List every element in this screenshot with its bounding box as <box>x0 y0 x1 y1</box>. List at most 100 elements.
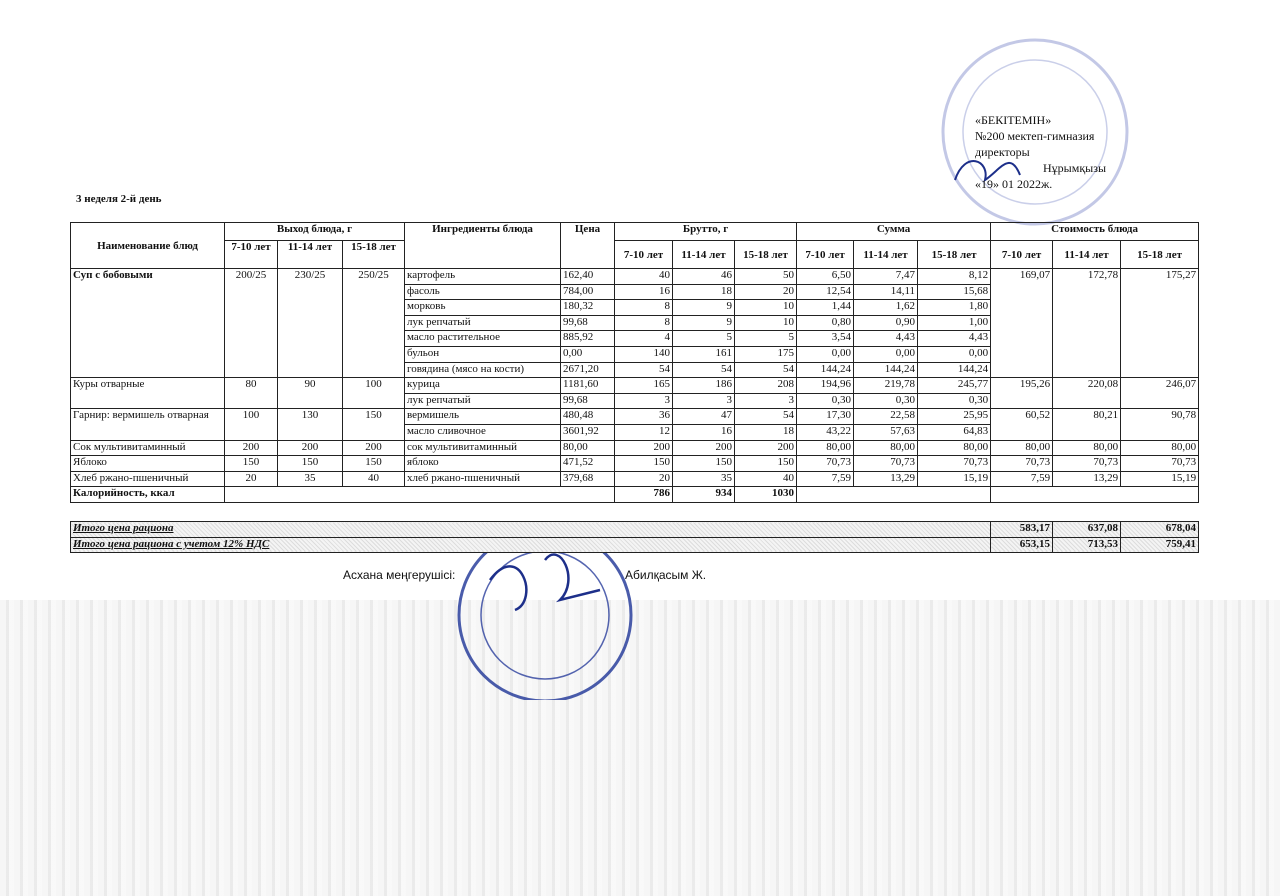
brutto: 186 <box>672 377 736 394</box>
sum: 144,24 <box>796 361 855 379</box>
ingredient-name: яблоко <box>404 455 562 472</box>
ingredient-price: 784,00 <box>560 283 616 301</box>
brutto: 140 <box>614 345 674 363</box>
dish-name: Хлеб ржано-пшеничный <box>70 470 225 488</box>
total-value: 583,17 <box>990 521 1053 538</box>
menu-table: Наименование блюд Выход блюда, г Ингредиен… <box>70 222 1200 503</box>
ingredient-price: 379,68 <box>560 470 616 488</box>
sum: 144,24 <box>917 361 992 379</box>
ingredient-price: 99,68 <box>560 314 616 332</box>
sum: 13,29 <box>853 470 919 488</box>
age-header: 7-10 лет <box>796 240 855 269</box>
dish-output: 200/25 <box>224 267 278 379</box>
sum: 219,78 <box>853 377 919 394</box>
age-header: 11-14 лет <box>672 240 736 269</box>
dish-output: 150 <box>341 455 406 472</box>
sum: 245,77 <box>917 377 992 394</box>
total-value: 713,53 <box>1052 536 1121 554</box>
total-value: 759,41 <box>1120 536 1199 554</box>
dish-output: 150 <box>341 408 406 441</box>
ingredient-price: 99,68 <box>560 392 616 410</box>
brutto: 9 <box>672 314 736 332</box>
brutto: 208 <box>734 377 798 394</box>
brutto: 16 <box>614 283 674 301</box>
sum: 22,58 <box>853 408 919 425</box>
total-value: 637,08 <box>1052 521 1121 538</box>
brutto: 3 <box>672 392 736 410</box>
ingredient-price: 80,00 <box>560 439 616 457</box>
stamp <box>962 59 1108 205</box>
approval-title: «БЕКІТЕМІН» <box>975 113 1052 127</box>
sum: 0,00 <box>853 345 919 363</box>
brutto: 150 <box>614 455 674 472</box>
ingredient-price: 0,00 <box>560 345 616 363</box>
total-label: Итого цена рациона <box>70 521 991 538</box>
dish-cost: 70,73 <box>1052 455 1122 472</box>
sum: 12,54 <box>796 283 855 301</box>
sum: 57,63 <box>853 423 919 441</box>
brutto: 46 <box>672 268 736 285</box>
ingredient-row: лук репчатый 99,68 3 3 3 0,30 0,30 0,30 <box>71 392 1199 410</box>
dish-output: 90 <box>277 377 343 410</box>
brutto: 54 <box>734 408 798 425</box>
ingredient-name: курица <box>404 377 562 394</box>
brutto: 16 <box>672 423 736 441</box>
dish-cost: 80,00 <box>990 439 1054 457</box>
ingredient-price: 1181,60 <box>560 377 616 394</box>
age-header: 11-14 лет <box>1052 240 1122 269</box>
total-row: Итого цена рациона с учетом 12% НДС 653,1… <box>70 536 1199 554</box>
ingredient-name: масло растительное <box>404 330 562 347</box>
brutto: 54 <box>614 361 674 379</box>
brutto: 50 <box>734 268 798 285</box>
ingredient-price: 480,48 <box>560 408 616 425</box>
sum: 0,80 <box>796 314 855 332</box>
brutto: 3 <box>734 392 798 410</box>
brutto: 5 <box>672 330 736 347</box>
sum: 15,68 <box>917 283 992 301</box>
sum: 144,24 <box>853 361 919 379</box>
brutto: 10 <box>734 314 798 332</box>
sum: 4,43 <box>917 330 992 347</box>
approval-school: №200 мектеп-гимназия <box>975 129 1095 143</box>
dish-cost: 169,07 <box>990 267 1054 379</box>
dish-name: Сок мультивитаминный <box>70 439 225 457</box>
brutto: 200 <box>734 439 798 457</box>
ingredient-name: вермишель <box>404 408 562 425</box>
header-cell: Сумма <box>796 222 992 241</box>
dish-output: 200 <box>277 439 343 457</box>
page-title: 3 неделя 2-й день <box>76 193 162 205</box>
dish-cost: 60,52 <box>990 408 1054 441</box>
age-header: 15-18 лет <box>341 240 406 269</box>
blank <box>223 486 616 503</box>
brutto: 4 <box>614 330 674 347</box>
brutto: 5 <box>734 330 798 347</box>
sum: 0,30 <box>853 392 919 410</box>
age-header: 7-10 лет <box>224 240 278 269</box>
dish-output: 200 <box>341 439 406 457</box>
brutto: 200 <box>614 439 674 457</box>
brutto: 200 <box>672 439 736 457</box>
sum: 70,73 <box>796 455 855 472</box>
brutto: 3 <box>614 392 674 410</box>
sum: 14,11 <box>853 283 919 301</box>
ingredient-price: 3601,92 <box>560 423 616 441</box>
dish-output: 100 <box>224 408 278 441</box>
header-row: 7-10 лет 11-14 лет 15-18 лет 7-10 лет 11-14 … <box>71 240 1200 269</box>
brutto: 10 <box>734 299 798 316</box>
age-header: 15-18 лет <box>1120 240 1200 269</box>
sum: 0,30 <box>917 392 992 410</box>
dish-name: Куры отварные <box>70 377 225 410</box>
dish-cost: 70,73 <box>990 455 1054 472</box>
sum: 7,59 <box>796 470 855 488</box>
approval-position: директоры <box>975 145 1030 159</box>
dish-cost: 220,08 <box>1052 377 1122 410</box>
dish-output: 100 <box>341 377 406 410</box>
sum: 194,96 <box>796 377 855 394</box>
age-header: 15-18 лет <box>734 240 798 269</box>
sum: 80,00 <box>796 439 855 457</box>
ingredient-name: бульон <box>404 345 562 363</box>
ingredient-row: Хлеб ржано-пшеничный 20 35 40 хлеб ржано-пше… <box>70 470 1200 488</box>
brutto: 47 <box>672 408 736 425</box>
dish-cost: 175,27 <box>1120 267 1200 379</box>
ingredient-row: фасоль 784,00 16 18 20 12,54 14,11 15,68 <box>71 283 1199 301</box>
